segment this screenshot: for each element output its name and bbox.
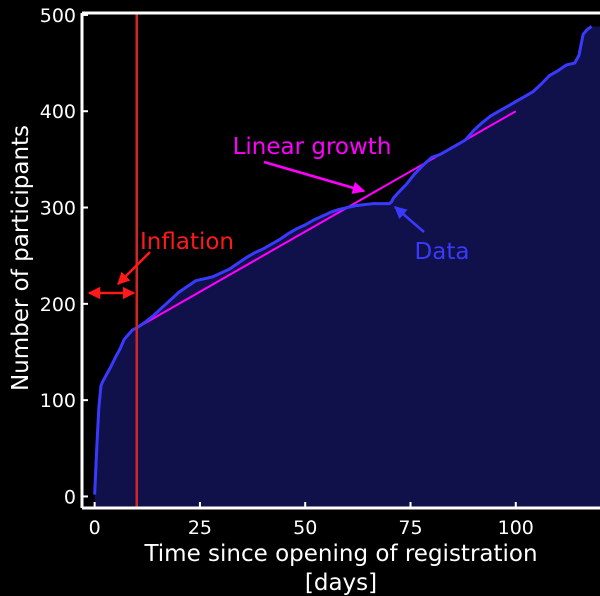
y-tick-label: 400 — [40, 101, 76, 123]
y-tick-label: 0 — [64, 486, 76, 508]
data-series-line — [93, 25, 593, 495]
data-area-fill — [94, 26, 600, 508]
x-tick-label: 75 — [398, 517, 422, 539]
x-axis-label-line2: [days] — [305, 570, 377, 596]
inflation-pointer-arrow — [117, 251, 151, 285]
annotation-inflation: Inflation — [140, 229, 234, 255]
y-axis-label: Number of participants — [8, 125, 34, 391]
linear-growth-arrow — [263, 160, 366, 194]
y-tick-label: 200 — [40, 294, 76, 316]
y-tick-label: 100 — [40, 390, 76, 412]
y-tick-label: 300 — [40, 198, 76, 220]
x-tick-label: 100 — [498, 517, 534, 539]
x-tick-label: 50 — [293, 517, 317, 539]
x-tick-label: 0 — [89, 517, 101, 539]
annotation-data: Data — [415, 239, 470, 265]
x-axis-label-line1: Time since opening of registration — [143, 541, 537, 567]
annotation-linear-growth: Linear growth — [233, 134, 392, 160]
y-tick-label: 500 — [40, 5, 76, 27]
data-arrow — [394, 206, 425, 233]
x-tick-label: 25 — [188, 517, 212, 539]
